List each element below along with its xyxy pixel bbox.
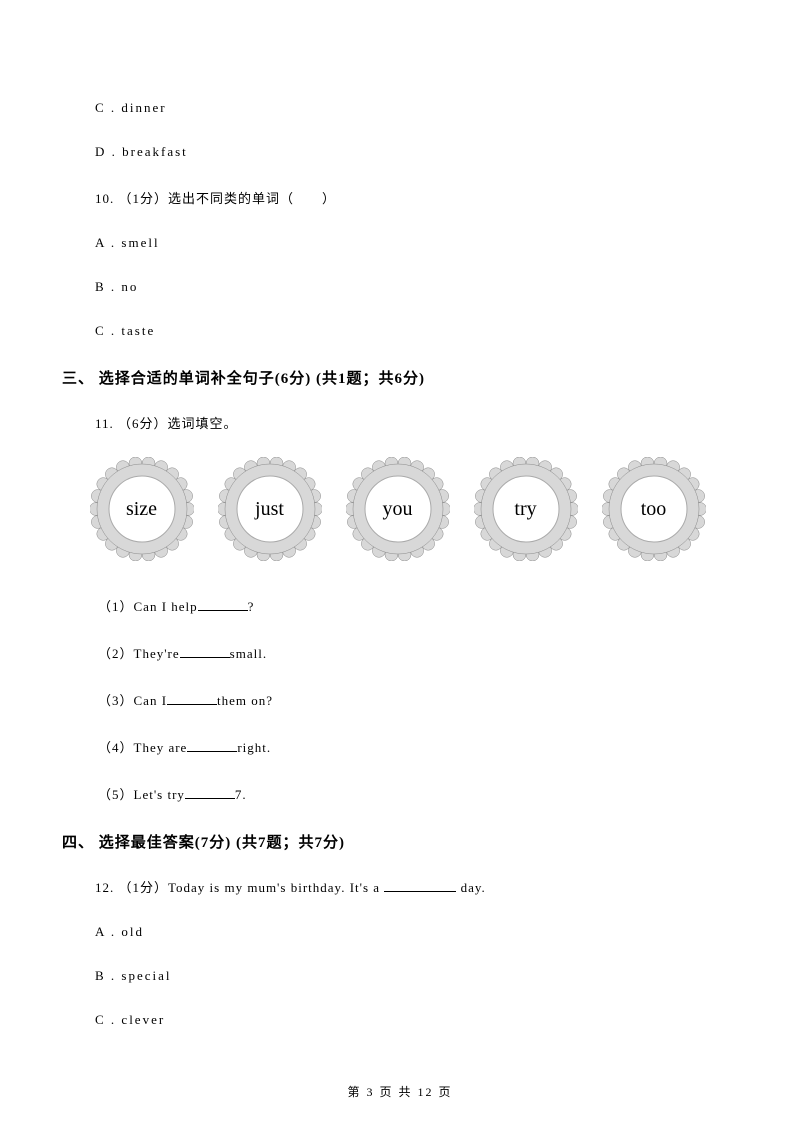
section-4-header: 四、 选择最佳答案(7分) (共7题；共7分) bbox=[62, 831, 705, 852]
option-b-no: B . no bbox=[95, 279, 705, 295]
option-c-taste: C . taste bbox=[95, 323, 705, 339]
q11-sub3: （3）Can Ithem on? bbox=[98, 690, 705, 709]
blank-input[interactable] bbox=[384, 879, 456, 892]
blank-input[interactable] bbox=[180, 645, 230, 658]
q11-sub2: （2）They'resmall. bbox=[98, 643, 705, 662]
badge-text: try bbox=[514, 498, 536, 521]
q11-sub1: （1）Can I help? bbox=[98, 596, 705, 615]
blank-input[interactable] bbox=[185, 786, 235, 799]
badge-text: too bbox=[641, 498, 667, 521]
option-b-special: B . special bbox=[95, 968, 705, 984]
question-10: 10. （1分）选出不同类的单词（ ） bbox=[95, 188, 705, 207]
section-3-header: 三、 选择合适的单词补全句子(6分) (共1题；共6分) bbox=[62, 367, 705, 388]
badge-you: you bbox=[346, 457, 449, 561]
question-12: 12. （1分）Today is my mum's birthday. It's… bbox=[95, 877, 705, 896]
word-badge-row: size just you try too bbox=[90, 457, 705, 561]
option-a-smell: A . smell bbox=[95, 235, 705, 251]
badge-text: just bbox=[255, 498, 284, 521]
blank-input[interactable] bbox=[187, 739, 237, 752]
q11-sub5: （5）Let's try7. bbox=[98, 784, 705, 803]
badge-try: try bbox=[474, 457, 577, 561]
page-footer: 第 3 页 共 12 页 bbox=[0, 1083, 800, 1100]
badge-too: too bbox=[602, 457, 705, 561]
badge-size: size bbox=[90, 457, 193, 561]
option-a-old: A . old bbox=[95, 924, 705, 940]
badge-just: just bbox=[218, 457, 321, 561]
option-c-clever: C . clever bbox=[95, 1012, 705, 1028]
badge-text: size bbox=[126, 498, 157, 521]
question-11: 11. （6分）选词填空。 bbox=[95, 413, 705, 432]
badge-text: you bbox=[383, 498, 413, 521]
q11-sub4: （4）They areright. bbox=[98, 737, 705, 756]
blank-input[interactable] bbox=[167, 692, 217, 705]
blank-input[interactable] bbox=[198, 598, 248, 611]
option-c-dinner: C . dinner bbox=[95, 100, 705, 116]
option-d-breakfast: D . breakfast bbox=[95, 144, 705, 160]
